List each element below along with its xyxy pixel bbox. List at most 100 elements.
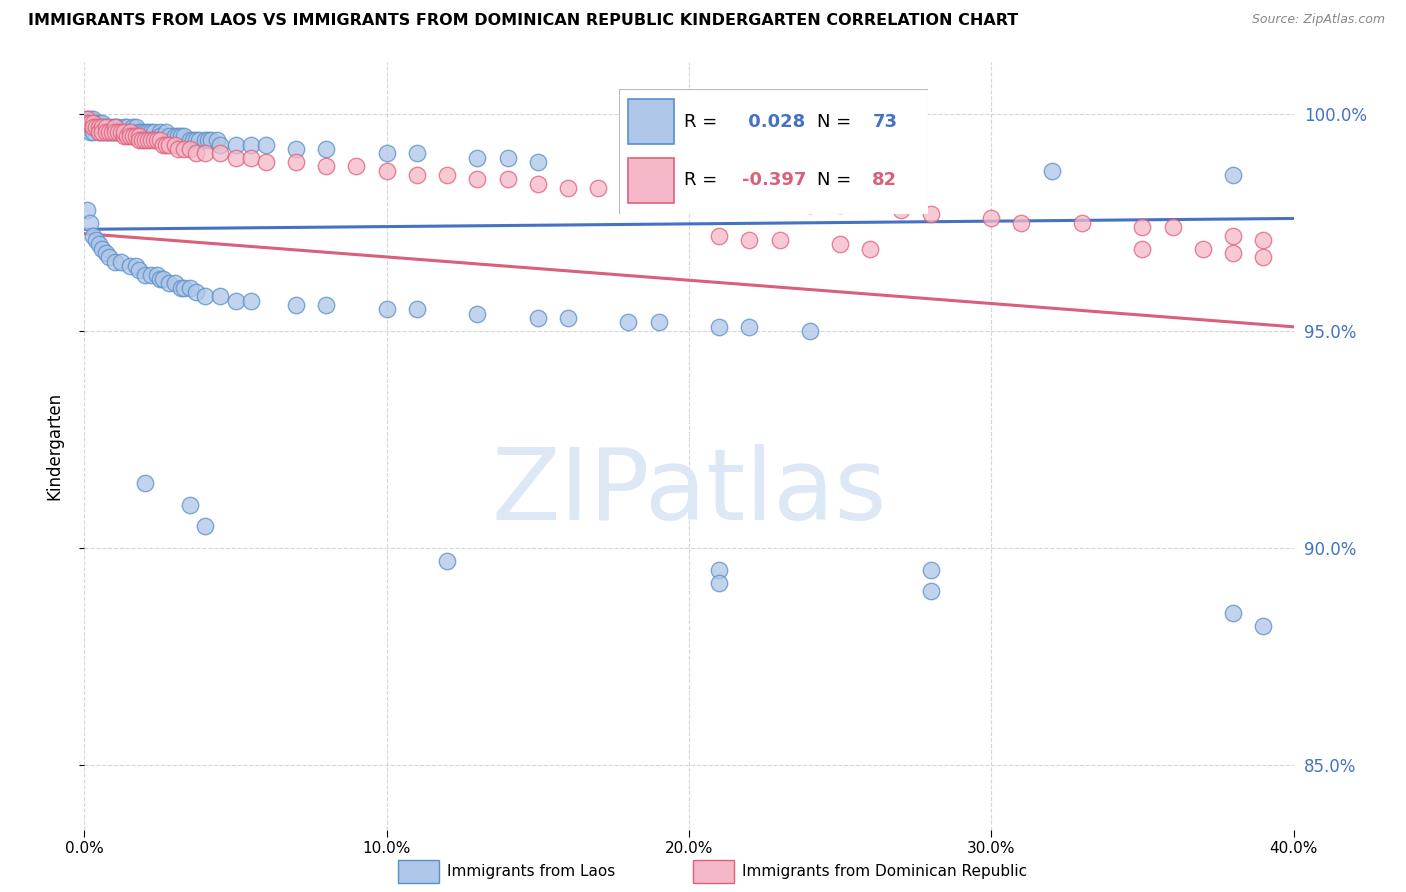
- Point: [134, 125, 156, 139]
- Point: [436, 168, 458, 182]
- Point: [186, 146, 208, 161]
- Point: [152, 272, 174, 286]
- Point: [467, 307, 489, 321]
- Text: 0.028: 0.028: [742, 112, 806, 130]
- Point: [142, 133, 165, 147]
- Point: [86, 116, 108, 130]
- Point: [209, 146, 232, 161]
- Point: [179, 498, 201, 512]
- Point: [1040, 163, 1063, 178]
- Point: [709, 319, 731, 334]
- Point: [146, 133, 169, 147]
- Point: [79, 112, 101, 126]
- Point: [94, 125, 117, 139]
- Point: [1130, 242, 1153, 256]
- Point: [94, 125, 117, 139]
- Point: [89, 120, 111, 135]
- Point: [82, 125, 104, 139]
- Point: [315, 298, 337, 312]
- Point: [225, 151, 247, 165]
- Point: [139, 268, 162, 282]
- Point: [118, 259, 141, 273]
- Point: [125, 120, 148, 135]
- Point: [91, 242, 114, 256]
- Point: [125, 259, 148, 273]
- Point: [1192, 242, 1215, 256]
- Point: [82, 112, 104, 126]
- Point: [131, 125, 153, 139]
- Point: [118, 129, 141, 144]
- Point: [76, 116, 98, 130]
- Point: [112, 125, 135, 139]
- Point: [527, 155, 550, 169]
- Point: [648, 316, 671, 330]
- Point: [94, 120, 117, 135]
- Point: [588, 181, 610, 195]
- Point: [97, 125, 120, 139]
- Point: [709, 228, 731, 243]
- Point: [285, 155, 308, 169]
- Point: [136, 125, 159, 139]
- Point: [1071, 216, 1094, 230]
- Point: [128, 133, 150, 147]
- Text: N =: N =: [817, 171, 856, 189]
- Point: [91, 116, 114, 130]
- Point: [769, 233, 792, 247]
- Point: [890, 160, 912, 174]
- Point: [139, 133, 162, 147]
- Point: [134, 133, 156, 147]
- Point: [617, 186, 640, 200]
- Point: [86, 120, 108, 135]
- Point: [97, 251, 120, 265]
- Point: [709, 562, 731, 576]
- Point: [79, 116, 101, 130]
- Point: [149, 129, 172, 144]
- Point: [121, 125, 143, 139]
- Text: R =: R =: [683, 112, 723, 130]
- Point: [112, 129, 135, 144]
- Point: [406, 168, 429, 182]
- Point: [406, 302, 429, 317]
- Point: [315, 160, 337, 174]
- Point: [155, 125, 177, 139]
- Point: [239, 151, 262, 165]
- Point: [149, 125, 172, 139]
- Point: [1253, 619, 1275, 633]
- Point: [209, 289, 232, 303]
- Point: [97, 120, 120, 135]
- Point: [76, 112, 98, 126]
- Point: [82, 120, 104, 135]
- Point: [91, 125, 114, 139]
- Point: [194, 289, 217, 303]
- FancyBboxPatch shape: [619, 89, 928, 214]
- Point: [104, 125, 127, 139]
- Point: [406, 146, 429, 161]
- Point: [142, 125, 165, 139]
- Point: [830, 237, 852, 252]
- Point: [76, 202, 98, 217]
- Point: [179, 142, 201, 156]
- Point: [1130, 220, 1153, 235]
- Point: [738, 319, 761, 334]
- Point: [136, 133, 159, 147]
- Point: [375, 163, 398, 178]
- Point: [557, 181, 579, 195]
- Point: [110, 125, 132, 139]
- Point: [1011, 216, 1033, 230]
- Point: [496, 172, 519, 186]
- Point: [678, 190, 700, 204]
- Point: [239, 137, 262, 152]
- Point: [155, 137, 177, 152]
- Point: [79, 216, 101, 230]
- Point: [104, 120, 127, 135]
- Point: [115, 120, 138, 135]
- Point: [179, 281, 201, 295]
- Point: [167, 142, 190, 156]
- Point: [97, 125, 120, 139]
- Text: 73: 73: [872, 112, 897, 130]
- Point: [197, 133, 219, 147]
- Point: [134, 475, 156, 490]
- Point: [115, 129, 138, 144]
- Point: [100, 120, 122, 135]
- Point: [830, 198, 852, 212]
